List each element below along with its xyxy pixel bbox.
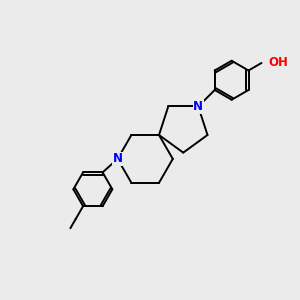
Text: N: N bbox=[112, 152, 123, 165]
Text: OH: OH bbox=[268, 56, 288, 70]
Text: N: N bbox=[193, 100, 203, 113]
